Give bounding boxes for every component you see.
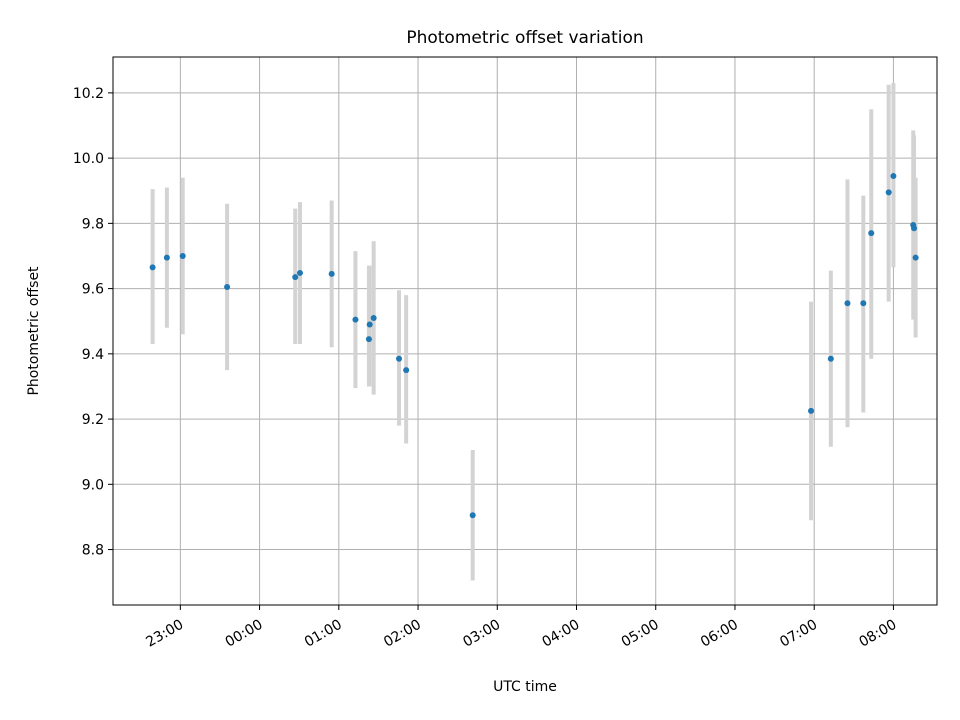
data-point xyxy=(827,355,834,362)
y-tick-label: 8.8 xyxy=(82,543,104,559)
x-tick-label: 23:00 xyxy=(143,617,186,651)
plot-frame xyxy=(112,56,938,606)
data-point xyxy=(885,189,892,196)
y-tick-label: 10.2 xyxy=(73,86,104,102)
data-point xyxy=(911,225,918,232)
x-axis-label: UTC time xyxy=(493,679,557,695)
data-point xyxy=(328,270,335,277)
x-tick-label: 04:00 xyxy=(540,617,583,651)
x-axis-ticks: 23:00 00:00 01:00 02:00 03:00 04:00 05:00 06:00… xyxy=(143,605,899,651)
data-point xyxy=(179,252,186,259)
y-tick-label: 10.0 xyxy=(73,151,104,167)
x-tick-label: 08:00 xyxy=(856,617,899,651)
chart-title: Photometric offset variation xyxy=(406,28,643,48)
data-point xyxy=(912,254,919,261)
data-point xyxy=(808,407,815,414)
data-point xyxy=(352,316,359,323)
data-point xyxy=(292,274,299,281)
y-axis-ticks: 8.8 9.0 9.2 9.4 9.6 9.8 10.0 10.2 xyxy=(73,86,113,559)
x-tick-label: 06:00 xyxy=(698,617,741,651)
y-axis-label: Photometric offset xyxy=(26,266,42,396)
x-tick-label: 03:00 xyxy=(460,617,503,651)
data-point xyxy=(868,230,875,237)
data-point xyxy=(844,300,851,307)
y-tick-label: 9.4 xyxy=(82,347,104,363)
data-point xyxy=(860,300,867,307)
data-point xyxy=(366,321,373,328)
x-tick-label: 00:00 xyxy=(223,617,266,651)
data-point xyxy=(296,269,303,276)
data-point xyxy=(163,254,170,261)
data-point xyxy=(469,512,476,519)
x-tick-label: 02:00 xyxy=(381,617,424,651)
y-tick-label: 9.2 xyxy=(82,412,104,428)
data-point xyxy=(149,264,156,271)
x-tick-label: 07:00 xyxy=(777,617,820,651)
data-point xyxy=(370,314,377,321)
data-point xyxy=(224,283,231,290)
x-tick-label: 01:00 xyxy=(302,617,345,651)
y-tick-label: 9.0 xyxy=(82,477,104,493)
x-tick-label: 05:00 xyxy=(619,617,662,651)
data-points xyxy=(149,173,919,519)
data-point xyxy=(403,367,410,374)
data-point xyxy=(890,173,897,180)
y-tick-label: 9.8 xyxy=(82,216,104,232)
data-point xyxy=(365,336,372,343)
grid xyxy=(113,57,937,605)
data-point xyxy=(396,355,403,362)
y-tick-label: 9.6 xyxy=(82,282,104,298)
